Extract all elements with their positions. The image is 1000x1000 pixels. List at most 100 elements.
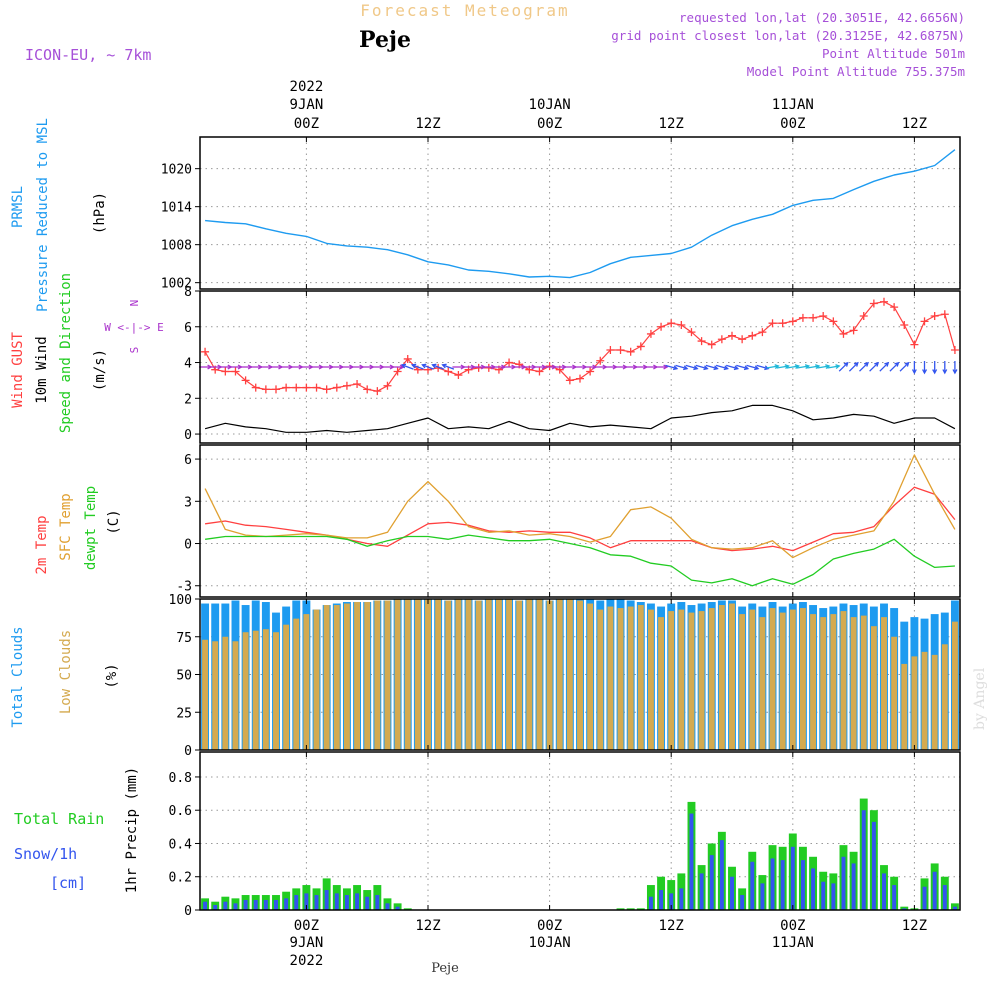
bottom-time-label: 12Z	[659, 918, 684, 934]
snow-bar	[203, 901, 208, 910]
gust-marker	[900, 320, 909, 329]
y-tick-label: 0	[184, 538, 192, 553]
snow-bar	[213, 905, 218, 910]
low-cloud-bar	[698, 611, 705, 750]
gust-marker	[890, 303, 899, 312]
gust-marker	[738, 335, 747, 344]
gust-label: Wind GUST	[10, 332, 26, 408]
rain-label: Total Rain	[14, 810, 104, 828]
y-tick-label: 0	[184, 428, 192, 443]
gust-marker	[819, 312, 828, 321]
wind-direction-arrow	[776, 365, 789, 369]
y-tick-label: 25	[176, 706, 192, 721]
low-cloud-bar	[293, 618, 300, 750]
gust-marker	[545, 362, 554, 371]
snow-unit-label: [cm]	[50, 874, 86, 892]
y-tick-label: 100	[169, 593, 192, 608]
low-cloud-bar	[273, 632, 279, 750]
top-time-label: 9JAN	[290, 97, 324, 113]
wind-direction-arrowhead	[713, 365, 719, 371]
gust-marker	[484, 363, 493, 372]
pressure-line	[205, 149, 956, 279]
gust-marker	[616, 346, 625, 355]
wind-direction-arrow	[869, 362, 879, 372]
wind-direction-arrow	[848, 362, 859, 372]
wind-label: 10m Wind	[34, 336, 50, 403]
point-altitude: Point Altitude 501m	[822, 46, 965, 61]
low-cloud-bar	[881, 617, 887, 750]
snow-bar	[648, 896, 653, 910]
snow-bar	[304, 893, 309, 910]
snow-bar	[942, 885, 947, 910]
wind-direction-label: Speed and Direction	[58, 273, 74, 433]
wind-direction-arrowhead	[431, 363, 437, 369]
wind-direction-arrowhead	[733, 365, 740, 371]
gust-marker	[839, 329, 848, 338]
low-cloud-bar	[242, 632, 249, 750]
gust-marker	[849, 326, 858, 335]
snow-bar	[294, 895, 299, 910]
low-cloud-bar	[374, 600, 381, 750]
model-label: ICON-EU, ~ 7km	[25, 46, 151, 64]
location-title: Peje	[359, 27, 411, 53]
gust-marker	[332, 383, 341, 392]
wind-direction-arrow	[675, 364, 688, 370]
gust-marker	[474, 363, 483, 372]
wind-direction-arrowhead	[421, 363, 427, 369]
wind-direction-arrowhead	[683, 365, 689, 371]
gust-marker	[798, 313, 807, 322]
low-cloud-bar	[577, 600, 583, 750]
gust-marker	[880, 297, 888, 306]
snow-bar	[263, 900, 268, 910]
wind-direction-arrowhead	[672, 365, 679, 371]
gust-marker	[565, 376, 574, 385]
wind-direction-arrow	[432, 364, 445, 370]
low-cloud-bar	[779, 612, 786, 750]
low-cloud-bar	[425, 599, 431, 750]
rain-bar	[626, 908, 635, 910]
gust-marker	[596, 356, 605, 365]
low-cloud-bar	[870, 626, 877, 750]
gust-marker	[657, 322, 666, 331]
gust-marker	[454, 371, 463, 380]
snow-bar	[922, 886, 927, 910]
y-tick-label: 2	[184, 392, 192, 407]
wind-direction-arrowhead	[952, 369, 958, 375]
low-cloud-bar	[546, 600, 553, 750]
wind-direction-arrowhead	[874, 361, 880, 367]
temp-unit: (C)	[106, 509, 122, 534]
low-cloud-bar	[901, 663, 908, 750]
gust-marker	[251, 383, 260, 392]
top-time-label: 00Z	[537, 116, 562, 132]
low-cloud-bar	[789, 609, 796, 750]
bottom-time-label: 12Z	[902, 918, 927, 934]
credit-watermark: by Angel	[972, 667, 988, 730]
snow-bar	[821, 881, 826, 910]
wind-direction-arrowhead	[825, 364, 831, 370]
y-tick-label: 0.4	[169, 837, 193, 852]
snow-bar	[760, 883, 765, 910]
wind-direction-arrowhead	[754, 365, 760, 371]
gust-marker	[636, 342, 645, 351]
y-tick-label: 0.8	[169, 771, 192, 786]
low-cloud-bar	[485, 599, 492, 750]
grid-layer	[200, 137, 960, 911]
wind-direction-arrow	[786, 365, 799, 369]
requested-coords: requested lon,lat (20.3051E, 42.6656N)	[679, 10, 965, 25]
low-cloud-bar	[840, 611, 847, 750]
snow-bar	[892, 885, 897, 910]
gridpoint-coords: grid point closest lon,lat (20.3125E, 42…	[611, 28, 965, 43]
snow-bar	[679, 888, 684, 910]
y-tick-label: 6	[184, 321, 192, 336]
snow-bar	[274, 900, 278, 910]
clouds-unit: (%)	[104, 663, 120, 688]
low-cloud-bar	[688, 612, 695, 750]
meteogram-title: Forecast Meteogram	[360, 1, 569, 20]
wind-direction-arrowhead	[884, 361, 890, 367]
wind-direction-arrowhead	[400, 363, 407, 369]
rain-bar	[636, 908, 645, 910]
wind-direction-arrow	[766, 365, 779, 369]
gust-marker	[353, 379, 362, 388]
snow-bar	[871, 821, 876, 910]
